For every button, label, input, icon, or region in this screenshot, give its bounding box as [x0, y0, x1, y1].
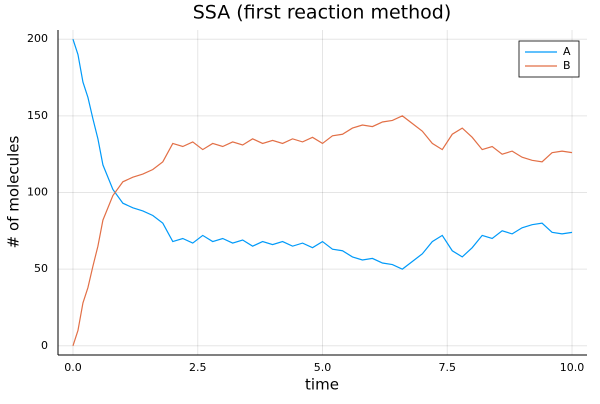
y-tick-label: 200 [27, 32, 48, 45]
chart-title: SSA (first reaction method) [193, 2, 452, 24]
x-tick-label: 10.0 [560, 361, 585, 374]
legend-label: B [563, 59, 571, 72]
x-tick-label: 5.0 [314, 361, 332, 374]
legend-label: A [563, 45, 571, 58]
x-axis-label: time [305, 376, 339, 394]
y-axis-label: # of molecules [5, 135, 23, 248]
data-line [72, 115, 573, 346]
y-tick-label: 150 [27, 109, 48, 122]
x-tick-label: 0.0 [64, 361, 82, 374]
x-tick-label: 2.5 [189, 361, 207, 374]
data-line [72, 39, 573, 270]
y-tick-label: 0 [41, 339, 48, 352]
legend-box [518, 40, 580, 78]
x-tick-label: 7.5 [439, 361, 457, 374]
y-tick-label: 50 [34, 262, 48, 275]
y-tick-label: 100 [27, 186, 48, 199]
